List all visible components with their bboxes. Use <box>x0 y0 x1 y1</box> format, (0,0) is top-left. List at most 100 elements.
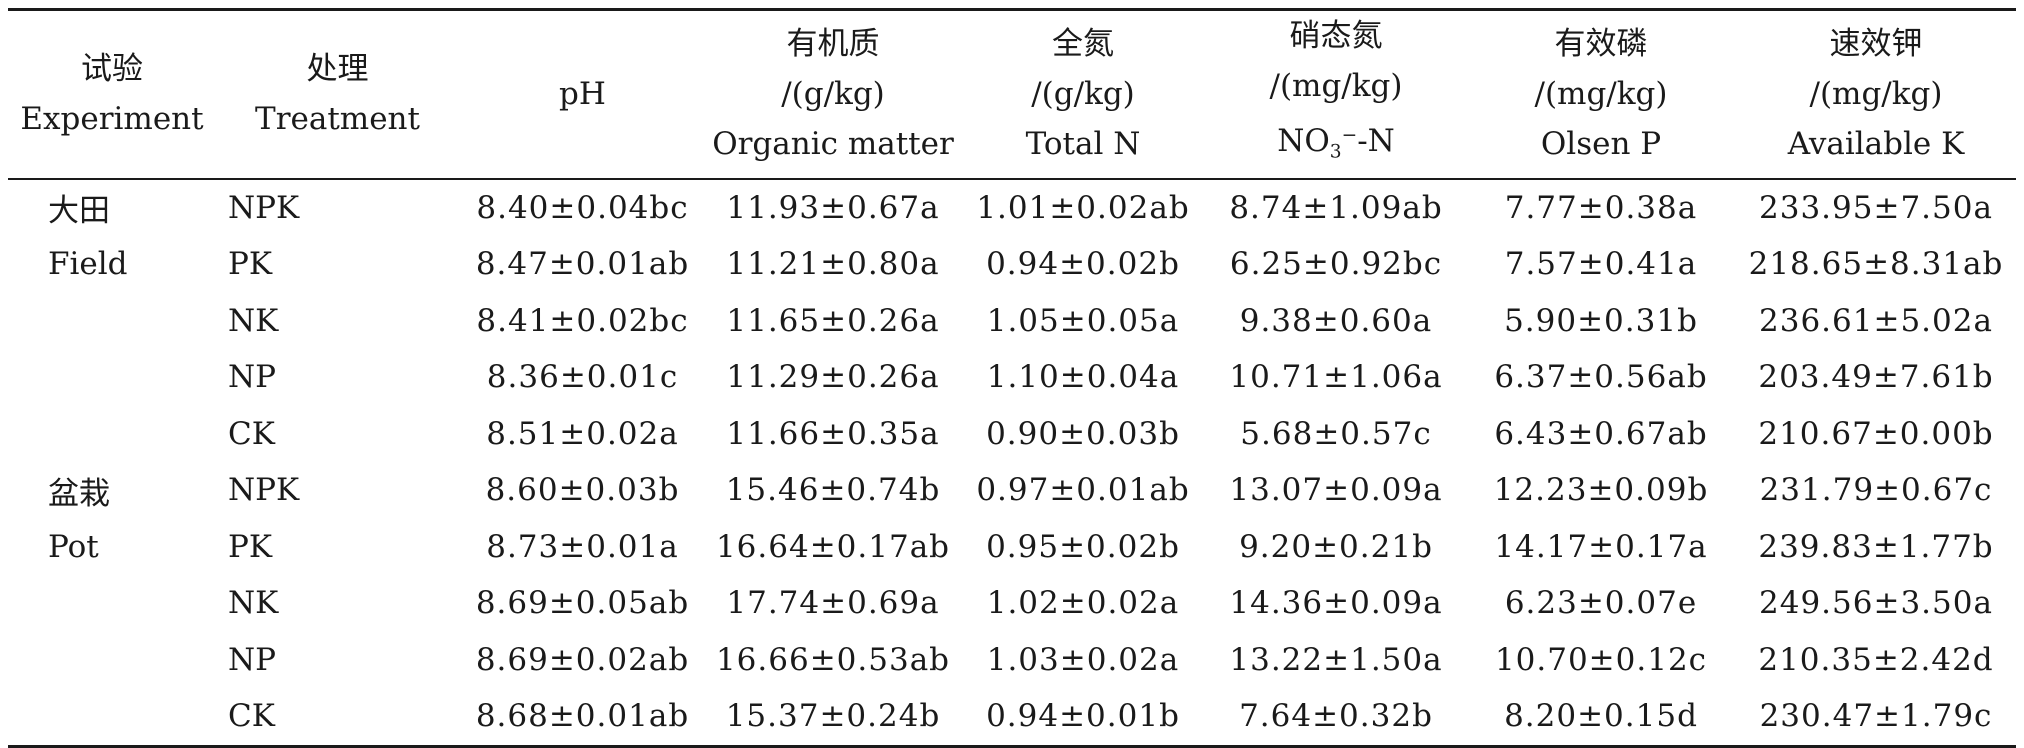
header-treatment: 处理 Treatment <box>216 10 459 179</box>
header-op-zh: 有效磷 <box>1554 26 1648 63</box>
cell-treatment: CK <box>228 415 275 452</box>
cell-available-k: 230.47±1.79c <box>1759 698 1993 735</box>
cell-organic-matter: 16.64±0.17ab <box>715 528 951 565</box>
cell-experiment <box>8 293 216 350</box>
cell-available-k: 218.65±8.31ab <box>1748 246 2004 283</box>
cell-olsen-p: 6.43±0.67ab <box>1494 415 1708 452</box>
header-experiment: 试验 Experiment <box>8 10 216 179</box>
table-row: NK 8.69±0.05ab 17.74±0.69a 1.02±0.02a 14… <box>8 575 2016 632</box>
header-experiment-zh: 试验 <box>81 51 143 88</box>
table-row: NK 8.41±0.02bc 11.65±0.26a 1.05±0.05a 9.… <box>8 293 2016 350</box>
table-row: 盆栽 NPK 8.60±0.03b 15.46±0.74b 0.97±0.01a… <box>8 462 2016 519</box>
table-row: CK 8.51±0.02a 11.66±0.35a 0.90±0.03b 5.6… <box>8 406 2016 463</box>
header-no3-zh: 硝态氮 <box>1289 18 1383 54</box>
cell-available-k: 210.35±2.42d <box>1758 641 1994 678</box>
header-om-zh: 有机质 <box>786 26 880 63</box>
cell-ph: 8.40±0.04bc <box>476 189 689 226</box>
header-ph: pH <box>459 10 706 179</box>
cell-organic-matter: 16.66±0.53ab <box>715 641 951 678</box>
cell-olsen-p: 14.17±0.17a <box>1494 528 1708 565</box>
table-row: CK 8.68±0.01ab 15.37±0.24b 0.94±0.01b 7.… <box>8 688 2016 746</box>
cell-available-k: 203.49±7.61b <box>1758 359 1994 396</box>
header-op-unit: /(mg/kg) <box>1534 76 1668 113</box>
cell-nitrate-n: 5.68±0.57c <box>1240 415 1432 452</box>
cell-total-n: 1.02±0.02a <box>986 585 1180 622</box>
table-row: NP 8.69±0.02ab 16.66±0.53ab 1.03±0.02a 1… <box>8 632 2016 689</box>
table-row: 大田 NPK 8.40±0.04bc 11.93±0.67a 1.01±0.02… <box>8 179 2016 237</box>
cell-available-k: 239.83±1.77b <box>1758 528 1994 565</box>
cell-experiment <box>8 632 216 689</box>
header-no3-unit: /(mg/kg) <box>1269 68 1403 104</box>
cell-organic-matter: 17.74±0.69a <box>726 585 940 622</box>
cell-olsen-p: 8.20±0.15d <box>1504 698 1698 735</box>
cell-total-n: 1.10±0.04a <box>986 359 1180 396</box>
header-ph-label: pH <box>559 76 606 113</box>
header-no3-tail: -N <box>1357 123 1395 160</box>
cell-treatment: NPK <box>228 472 300 509</box>
cell-ph: 8.69±0.02ab <box>475 641 690 678</box>
header-ak-zh: 速效钾 <box>1829 26 1923 63</box>
table-row: Pot PK 8.73±0.01a 16.64±0.17ab 0.95±0.02… <box>8 519 2016 576</box>
table-body: 大田 NPK 8.40±0.04bc 11.93±0.67a 1.01±0.02… <box>8 179 2016 747</box>
header-treatment-en: Treatment <box>255 101 420 138</box>
header-nitrate-n: 硝态氮 /(mg/kg) NO3−-N <box>1206 10 1466 179</box>
header-no3-en: NO3−-N <box>1206 111 1466 178</box>
cell-nitrate-n: 10.71±1.06a <box>1229 359 1443 396</box>
cell-organic-matter: 11.66±0.35a <box>726 415 940 452</box>
cell-organic-matter: 11.65±0.26a <box>726 302 940 339</box>
header-tn-unit: /(g/kg) <box>1031 76 1135 113</box>
cell-organic-matter: 15.37±0.24b <box>725 698 941 735</box>
cell-ph: 8.68±0.01ab <box>475 698 690 735</box>
cell-nitrate-n: 9.20±0.21b <box>1239 528 1433 565</box>
cell-experiment: Field <box>48 246 128 283</box>
cell-treatment: NP <box>228 359 276 396</box>
cell-experiment <box>8 575 216 632</box>
cell-treatment: PK <box>228 246 273 283</box>
header-ak-unit: /(mg/kg) <box>1809 76 1943 113</box>
cell-experiment <box>8 688 216 746</box>
header-tn-en: Total N <box>1025 126 1141 163</box>
header-no3-base: NO <box>1277 123 1330 160</box>
cell-olsen-p: 6.23±0.07e <box>1504 585 1698 622</box>
cell-experiment <box>8 406 216 463</box>
cell-total-n: 0.90±0.03b <box>986 415 1180 452</box>
cell-available-k: 210.67±0.00b <box>1758 415 1994 452</box>
cell-olsen-p: 7.77±0.38a <box>1504 189 1698 226</box>
header-op-en: Olsen P <box>1540 126 1662 163</box>
cell-olsen-p: 5.90±0.31b <box>1504 302 1698 339</box>
header-organic-matter: 有机质 /(g/kg) Organic matter <box>706 10 960 179</box>
header-experiment-en: Experiment <box>20 101 204 138</box>
header-total-n: 全氮 /(g/kg) Total N <box>960 10 1206 179</box>
cell-total-n: 1.03±0.02a <box>986 641 1180 678</box>
cell-available-k: 236.61±5.02a <box>1759 302 1993 339</box>
cell-ph: 8.47±0.01ab <box>475 246 690 283</box>
cell-organic-matter: 11.21±0.80a <box>726 246 940 283</box>
cell-ph: 8.36±0.01c <box>486 359 679 396</box>
cell-ph: 8.51±0.02a <box>486 415 679 452</box>
cell-total-n: 0.95±0.02b <box>986 528 1180 565</box>
header-tn-zh: 全氮 <box>1052 26 1114 63</box>
cell-organic-matter: 11.93±0.67a <box>726 189 940 226</box>
cell-olsen-p: 6.37±0.56ab <box>1494 359 1708 396</box>
cell-treatment: PK <box>228 528 273 565</box>
table-row: NP 8.36±0.01c 11.29±0.26a 1.10±0.04a 10.… <box>8 349 2016 406</box>
cell-available-k: 249.56±3.50a <box>1759 585 1993 622</box>
cell-total-n: 1.01±0.02ab <box>976 189 1190 226</box>
cell-organic-matter: 11.29±0.26a <box>726 359 940 396</box>
cell-organic-matter: 15.46±0.74b <box>725 472 941 509</box>
cell-nitrate-n: 8.74±1.09ab <box>1229 189 1443 226</box>
cell-total-n: 0.94±0.01b <box>986 698 1180 735</box>
data-table-container: 试验 Experiment 处理 Treatment pH 有机质 /(g/kg… <box>8 8 2016 748</box>
cell-treatment: NPK <box>228 189 300 226</box>
cell-olsen-p: 7.57±0.41a <box>1504 246 1698 283</box>
cell-total-n: 1.05±0.05a <box>986 302 1180 339</box>
cell-ph: 8.69±0.05ab <box>475 585 690 622</box>
cell-ph: 8.41±0.02bc <box>476 302 689 339</box>
cell-ph: 8.73±0.01a <box>486 528 679 565</box>
cell-olsen-p: 10.70±0.12c <box>1494 641 1708 678</box>
cell-nitrate-n: 6.25±0.92bc <box>1229 246 1443 283</box>
cell-treatment: NK <box>228 585 279 622</box>
cell-total-n: 0.97±0.01ab <box>976 472 1190 509</box>
cell-experiment: Pot <box>48 528 99 565</box>
header-ak-en: Available K <box>1787 126 1965 163</box>
